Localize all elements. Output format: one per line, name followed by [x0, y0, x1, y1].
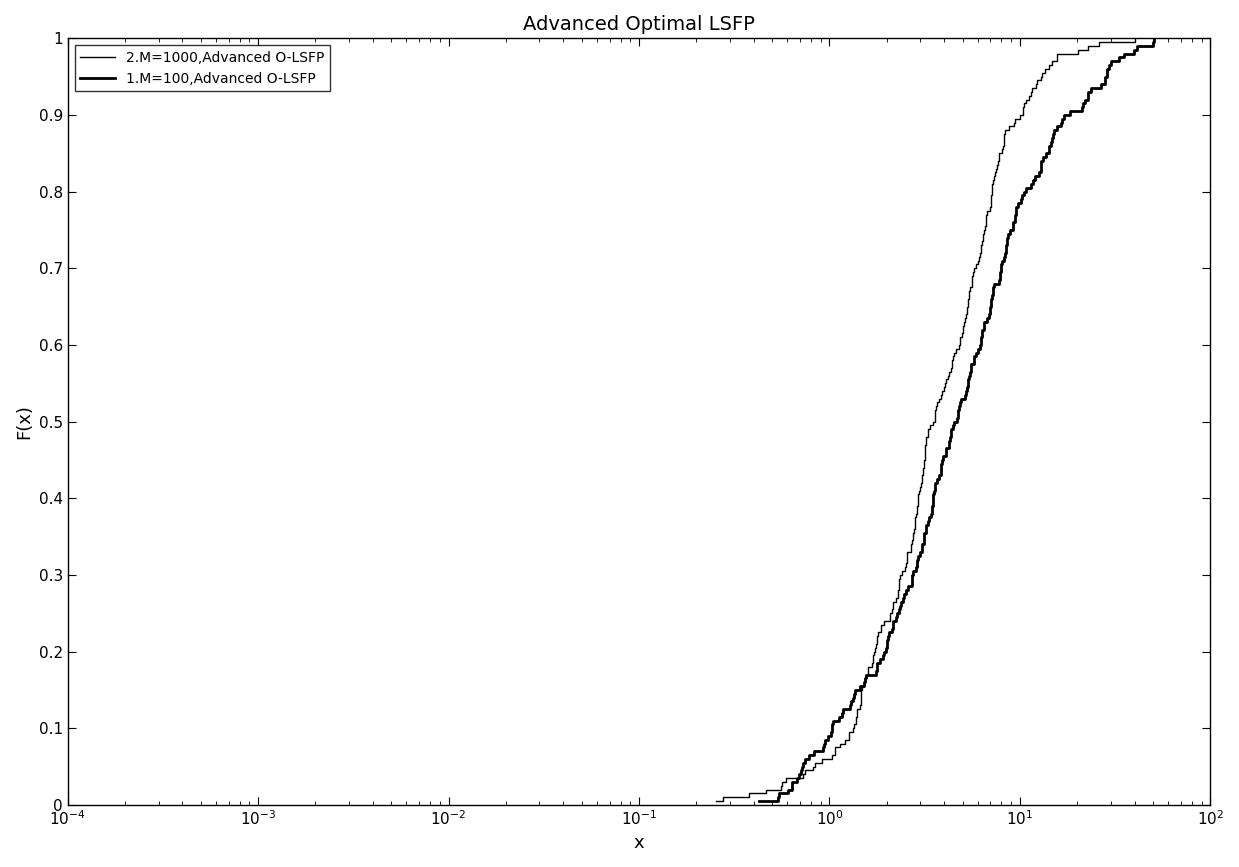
2.M=1000,Advanced O-LSFP: [1016, 98, 1031, 108]
Title: Advanced Optimal LSFP: Advanced Optimal LSFP: [523, 15, 755, 34]
X-axis label: x: x: [633, 834, 644, 852]
2.M=1000,Advanced O-LSFP: [1033, 71, 1048, 81]
2.M=1000,Advanced O-LSFP: [865, 654, 880, 664]
Y-axis label: F(x): F(x): [15, 404, 33, 439]
2.M=1000,Advanced O-LSFP: [709, 796, 724, 806]
1.M=100,Advanced O-LSFP: [1098, 71, 1113, 81]
2.M=1000,Advanced O-LSFP: [888, 593, 903, 603]
1.M=100,Advanced O-LSFP: [1146, 33, 1161, 43]
1.M=100,Advanced O-LSFP: [802, 750, 817, 760]
1.M=100,Advanced O-LSFP: [794, 766, 809, 776]
1.M=100,Advanced O-LSFP: [752, 796, 767, 806]
2.M=1000,Advanced O-LSFP: [798, 766, 813, 776]
Legend: 2.M=1000,Advanced O-LSFP, 1.M=100,Advanced O-LSFP: 2.M=1000,Advanced O-LSFP, 1.M=100,Advanc…: [74, 45, 330, 91]
Line: 1.M=100,Advanced O-LSFP: 1.M=100,Advanced O-LSFP: [760, 38, 1154, 801]
1.M=100,Advanced O-LSFP: [873, 654, 888, 664]
2.M=1000,Advanced O-LSFP: [1127, 33, 1142, 43]
1.M=100,Advanced O-LSFP: [896, 593, 911, 603]
1.M=100,Advanced O-LSFP: [1075, 98, 1090, 108]
2.M=1000,Advanced O-LSFP: [824, 750, 839, 760]
Line: 2.M=1000,Advanced O-LSFP: 2.M=1000,Advanced O-LSFP: [716, 38, 1135, 801]
